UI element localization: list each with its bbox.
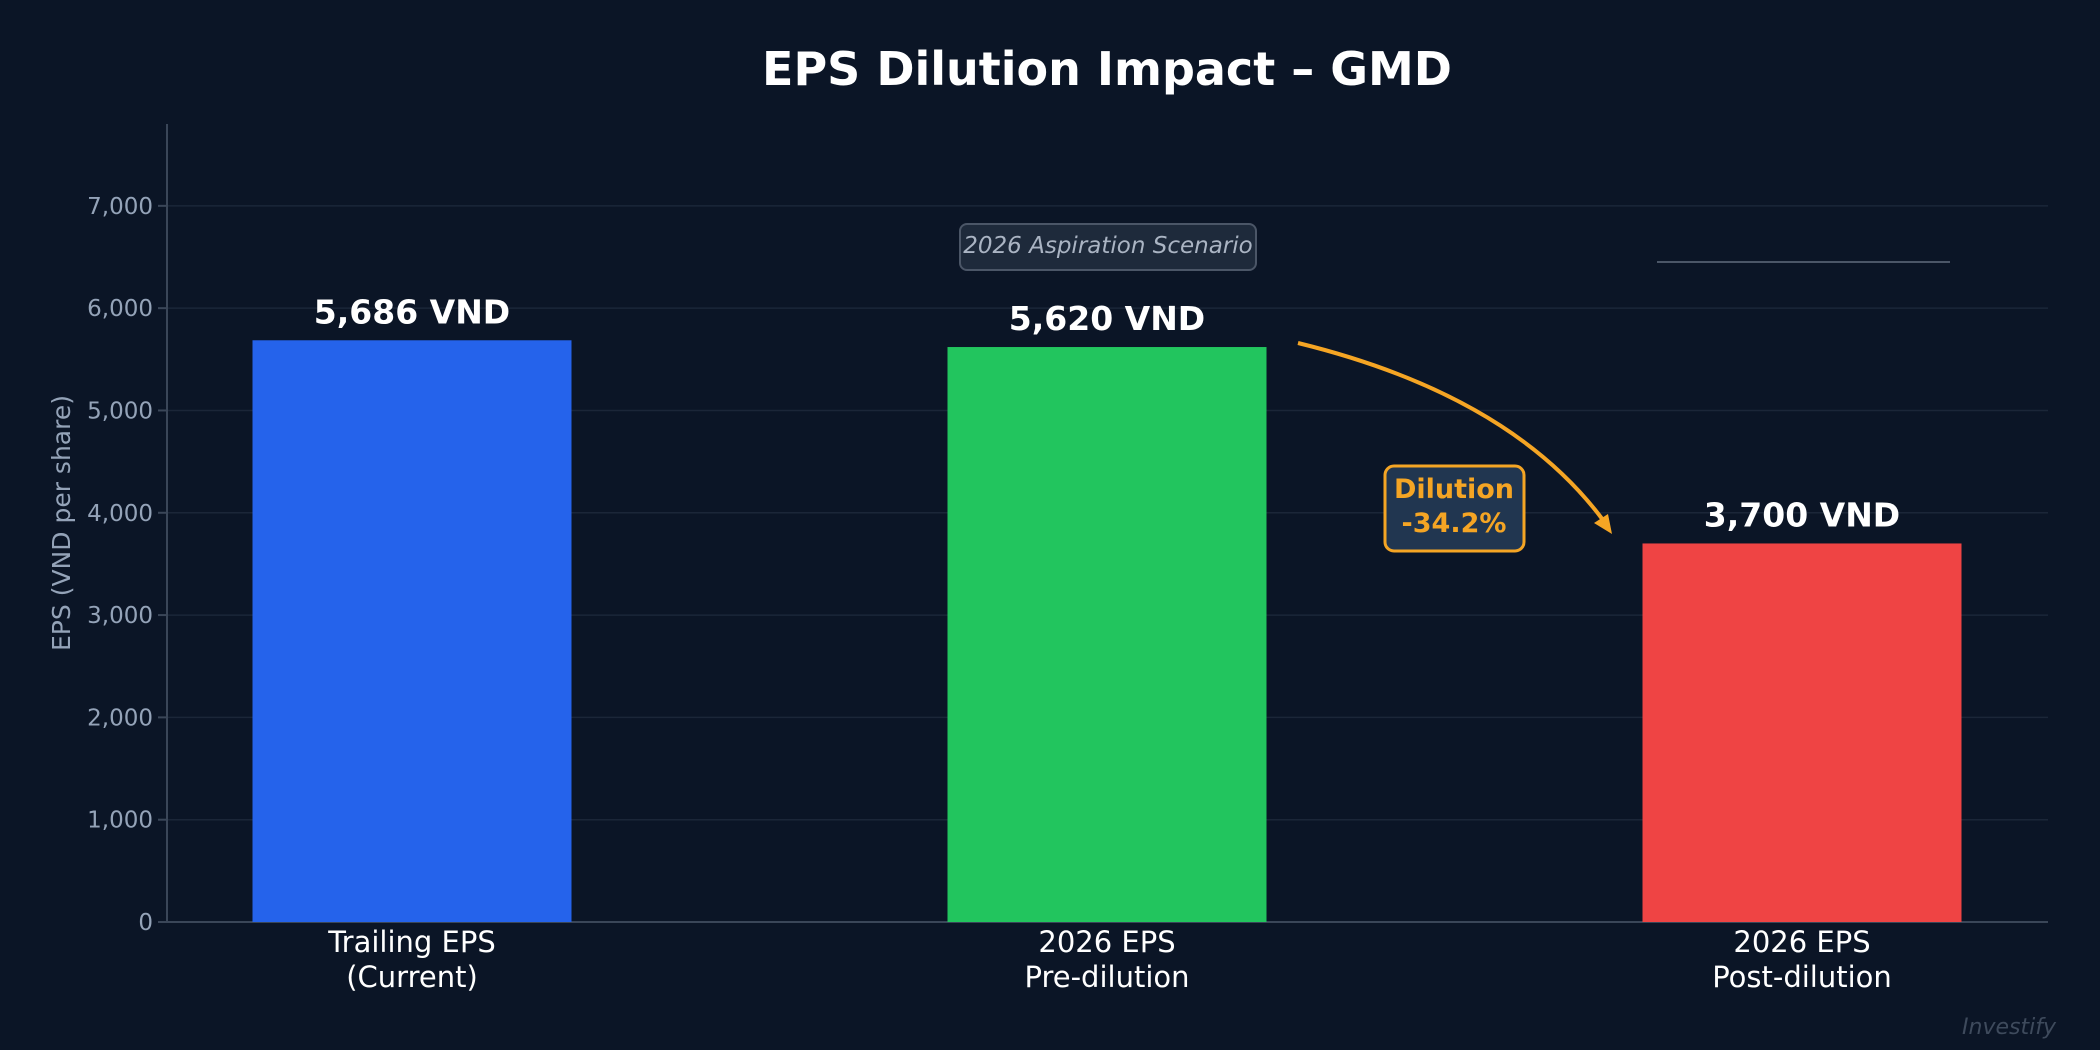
value-label: 5,620 VND <box>1009 299 1205 338</box>
category-label: 2026 EPS <box>1733 925 1870 959</box>
dilution-annotation: Dilution -34.2% <box>1297 341 1612 553</box>
category-label: Pre-dilution <box>1024 960 1189 994</box>
y-tick-label: 3,000 <box>87 603 153 629</box>
bar <box>947 347 1267 922</box>
bar <box>252 340 572 923</box>
value-label: 3,700 VND <box>1704 495 1900 534</box>
dilution-box <box>1383 464 1526 553</box>
category-label: 2026 EPS <box>1038 925 1175 959</box>
category-label: (Current) <box>346 960 478 994</box>
scenario-badge: 2026 Aspiration Scenario <box>959 223 1257 271</box>
scenario-badge-box <box>959 223 1257 271</box>
bars <box>252 340 1962 923</box>
dilution-title: Dilution <box>1394 474 1514 505</box>
value-label: 5,686 VND <box>314 292 510 331</box>
y-tick-label: 4,000 <box>87 501 153 527</box>
y-tick-label: 2,000 <box>87 705 153 731</box>
dilution-arrowhead <box>1594 514 1612 534</box>
dilution-arrow <box>1297 341 1605 522</box>
y-axis-ticks: 0 1,000 2,000 3,000 4,000 5,000 6,000 7,000 <box>87 194 167 936</box>
category-label: Post-dilution <box>1712 960 1892 994</box>
y-tick-label: 5,000 <box>87 398 153 424</box>
bar <box>1642 543 1962 922</box>
y-tick-label: 1,000 <box>87 808 153 834</box>
value-labels: 5,686 VND 5,620 VND 3,700 VND <box>314 292 1900 534</box>
category-label: Trailing EPS <box>327 925 496 959</box>
dilution-value: -34.2% <box>1402 508 1507 539</box>
y-tick-label: 7,000 <box>87 194 153 220</box>
scenario-text: 2026 Aspiration Scenario <box>963 233 1252 259</box>
watermark: Investify <box>1962 1015 2057 1040</box>
category-labels: Trailing EPS(Current)2026 EPSPre-dilutio… <box>327 925 1892 994</box>
chart-title: EPS Dilution Impact – GMD <box>762 42 1452 96</box>
y-tick-label: 6,000 <box>87 296 153 322</box>
y-axis-label: EPS (VND per share) <box>47 395 76 651</box>
y-tick-label: 0 <box>138 910 153 936</box>
